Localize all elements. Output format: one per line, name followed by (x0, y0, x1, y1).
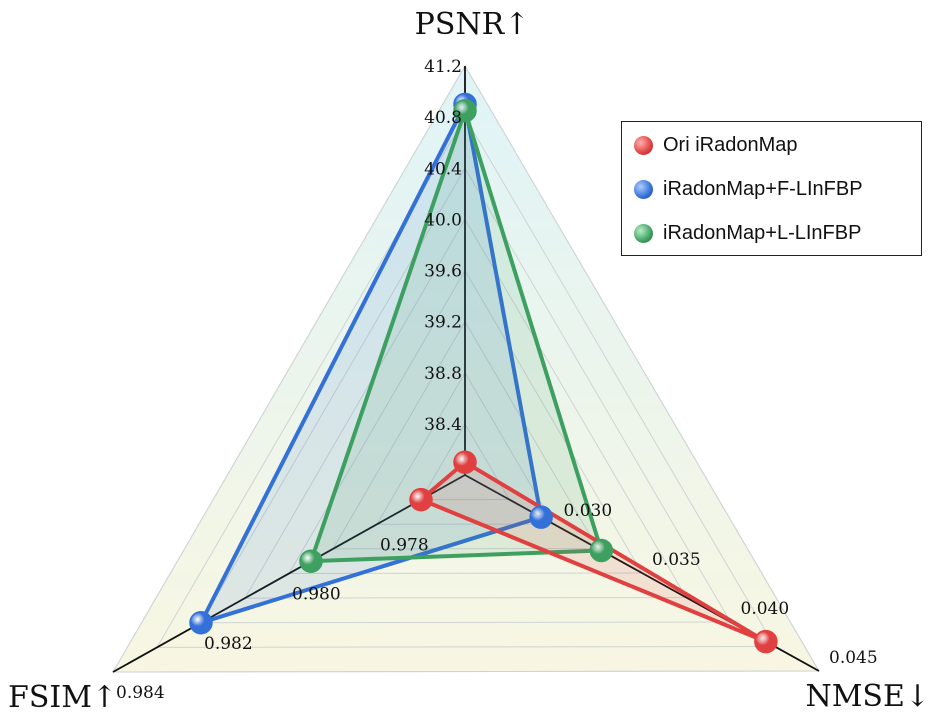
legend: Ori iRadonMap iRadonMap+F-LInFBP iRadonM… (621, 121, 922, 256)
tick-psnr: 38.4 (424, 415, 462, 435)
legend-marker-l-linfbp (634, 223, 653, 243)
data-point-s2-a0 (453, 98, 477, 123)
data-point-s0-a2 (409, 487, 433, 512)
legend-item-l-linfbp: iRadonMap+L-LInFBP (634, 218, 861, 248)
grid-ring (156, 116, 776, 648)
tick-psnr: 38.8 (424, 364, 462, 384)
tick-psnr: 39.2 (424, 313, 462, 333)
axis-line-fsim (112, 474, 466, 673)
tick-fsim: 0.980 (292, 585, 341, 605)
tick-psnr: 41.2 (424, 57, 462, 77)
grid-ring (420, 422, 511, 501)
data-point-s2-a1 (589, 538, 614, 563)
tick-psnr: 40.8 (424, 108, 462, 128)
tick-psnr: 40.0 (424, 210, 462, 230)
legend-label-f-linfbp: iRadonMap+F-LInFBP (663, 177, 863, 200)
data-point-s1-a1 (529, 505, 553, 529)
legend-item-ori: Ori iRadonMap (634, 130, 798, 160)
data-point-s0-a0 (453, 450, 477, 474)
grid-ring (112, 65, 820, 673)
legend-marker-f-linfbp (634, 179, 653, 199)
tick-psnr: 40.4 (424, 159, 462, 179)
tick-psnr: 39.6 (424, 262, 462, 282)
tick-nmse: 0.035 (652, 550, 701, 570)
legend-item-f-linfbp: iRadonMap+F-LInFBP (634, 174, 863, 204)
legend-label-l-linfbp: iRadonMap+L-LInFBP (663, 221, 862, 244)
grid-ring (200, 167, 732, 624)
tick-fsim: 0.984 (116, 683, 165, 703)
series-polygon-2 (309, 108, 604, 564)
tick-nmse: 0.030 (564, 501, 613, 521)
series-polygon-1 (199, 102, 544, 625)
tick-nmse: 0.040 (741, 599, 790, 619)
data-point-s0-a1 (754, 629, 778, 654)
data-point-s1-a2 (189, 611, 213, 635)
data-point-s2-a2 (299, 549, 323, 573)
grid-ring (244, 218, 688, 599)
grid-ring (288, 269, 643, 575)
grid-ring (332, 320, 599, 550)
axis-title-psnr: PSNR↑ (415, 7, 530, 42)
tick-fsim: 0.978 (380, 535, 429, 555)
grid-ring (376, 371, 555, 525)
axis-title-nmse: NMSE↓ (805, 679, 930, 714)
legend-label-ori: Ori iRadonMap (663, 133, 798, 156)
legend-marker-ori (634, 135, 653, 155)
tick-nmse: 0.045 (829, 648, 878, 668)
tick-fsim: 0.982 (204, 634, 253, 654)
axis-title-fsim: FSIM↑ (8, 680, 117, 715)
